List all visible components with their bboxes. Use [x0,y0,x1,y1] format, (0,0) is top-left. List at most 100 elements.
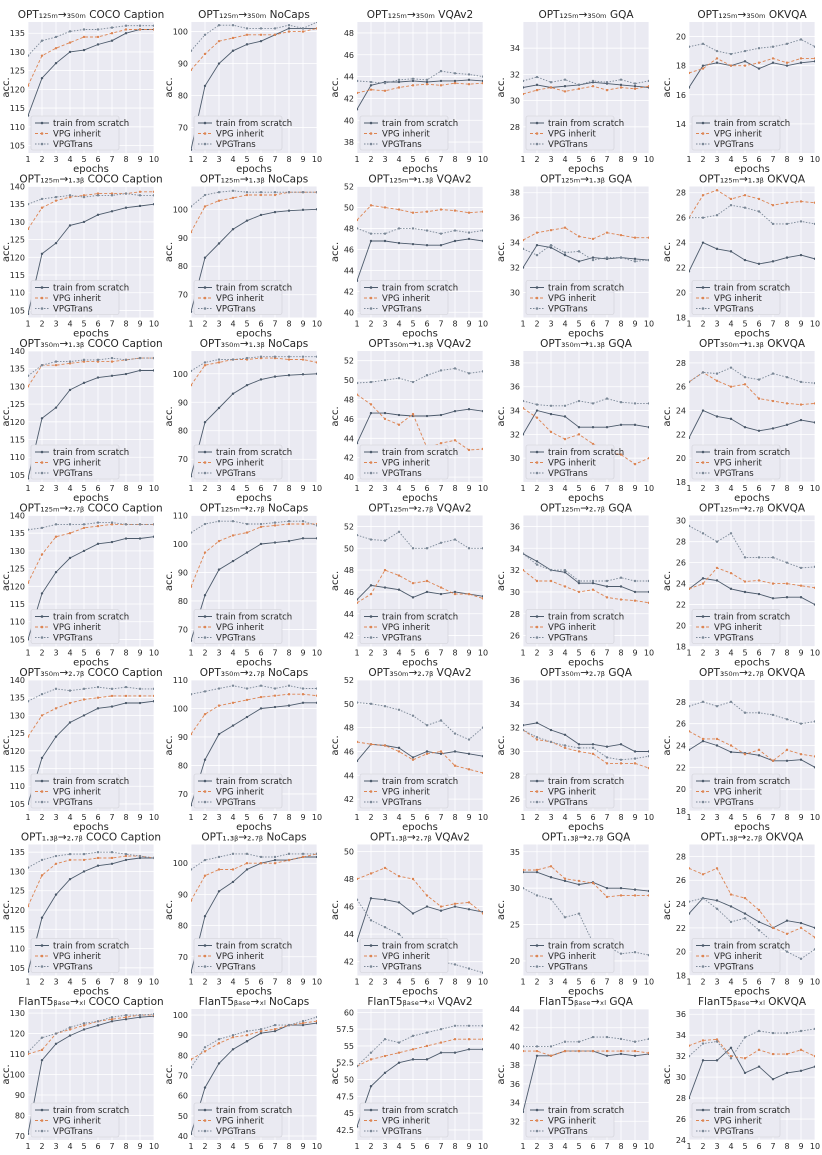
x-tick-label: 3 [53,320,58,329]
y-tick-label: 70 [178,625,188,634]
data-point [523,406,525,410]
data-point [383,568,387,572]
data-point [124,701,128,705]
x-tick-label: 4 [562,813,567,822]
data-point [259,355,263,358]
data-point [743,711,747,714]
x-tick-label: 8 [452,320,457,329]
x-tick-label: 10 [312,813,322,822]
x-tick-label: 1 [686,320,691,329]
x-tick-label: 6 [590,320,595,329]
x-axis-label: epochs [402,658,438,669]
x-tick-label: 9 [632,649,637,658]
series-line-vpgtrans [357,227,483,235]
data-point [203,420,207,424]
data-point [743,917,747,920]
y-tick-label: 26 [510,795,520,804]
data-point [54,735,58,738]
legend-box [691,609,781,644]
x-tick-label: 1 [188,649,193,658]
x-tick-label: 2 [368,484,373,493]
data-point [369,702,373,706]
x-tick-label: 3 [382,978,387,987]
y-tick-label: 30 [676,1073,686,1082]
legend-marker [369,965,373,968]
x-tick-label: 3 [53,813,58,822]
data-point [54,1042,58,1045]
data-point [68,362,72,365]
data-point [383,898,387,901]
y-axis-label: acc. [330,406,341,426]
data-point [28,1132,30,1136]
y-tick-label: 44 [344,434,354,443]
data-point [729,893,733,896]
data-point [467,73,471,76]
chart-title: OPT₁₂₅ₘ→₁.₃ᵦ COCO Caption [19,174,162,186]
series-line-vpg-inherit [191,523,317,587]
legend-marker [40,954,44,958]
data-point [535,579,539,583]
y-tick-label: 40 [344,473,354,482]
data-point [369,1085,373,1088]
data-point [369,380,373,384]
data-point [54,687,58,691]
x-tick-label: 10 [478,1142,488,1151]
data-point [757,378,761,381]
x-tick-label: 4 [728,649,733,658]
x-axis-label: epochs [402,822,438,833]
data-point [453,764,457,767]
data-point [383,239,387,243]
legend-marker [701,615,705,618]
series-line-vpgtrans [191,853,317,870]
x-tick-label: 8 [618,484,623,493]
data-point [138,369,142,372]
data-point [605,895,609,899]
y-tick-label: 48 [344,224,354,233]
legend-marker [203,286,207,289]
x-tick-label: 2 [202,155,207,164]
data-point [563,733,567,736]
data-point [245,852,249,856]
data-point [82,852,86,856]
x-tick-label: 4 [562,320,567,329]
data-point [633,894,637,897]
data-point [605,745,609,748]
legend-label: train from scratch [53,284,129,294]
data-point [40,197,44,201]
y-tick-label: 46 [344,415,354,424]
data-point [425,83,429,86]
data-point [715,213,719,217]
data-point [633,82,637,85]
y-tick-label: 120 [10,418,25,427]
x-tick-label: 3 [714,155,719,164]
data-point [124,372,128,376]
data-point [96,521,100,524]
y-tick-label: 32 [510,724,520,733]
y-tick-label: 20 [510,957,520,966]
data-point [467,83,471,86]
x-axis-label: epochs [402,164,438,175]
data-point [771,1078,775,1081]
data-point [124,1018,128,1021]
x-tick-label: 5 [576,320,581,329]
series-group [523,865,649,957]
x-tick-label: 4 [562,649,567,658]
data-point [152,28,154,31]
data-point [273,521,277,524]
x-tick-label: 2 [700,155,705,164]
x-tick-label: 8 [452,978,457,987]
x-tick-label: 6 [590,978,595,987]
data-point [467,1038,471,1041]
legend-marker [369,954,373,958]
y-tick-label: 130 [10,711,25,720]
x-tick-label: 1 [686,155,691,164]
series-group [28,685,154,806]
data-point [563,879,567,883]
x-tick-label: 1 [520,155,525,164]
data-point [689,705,691,708]
data-point [301,30,305,33]
